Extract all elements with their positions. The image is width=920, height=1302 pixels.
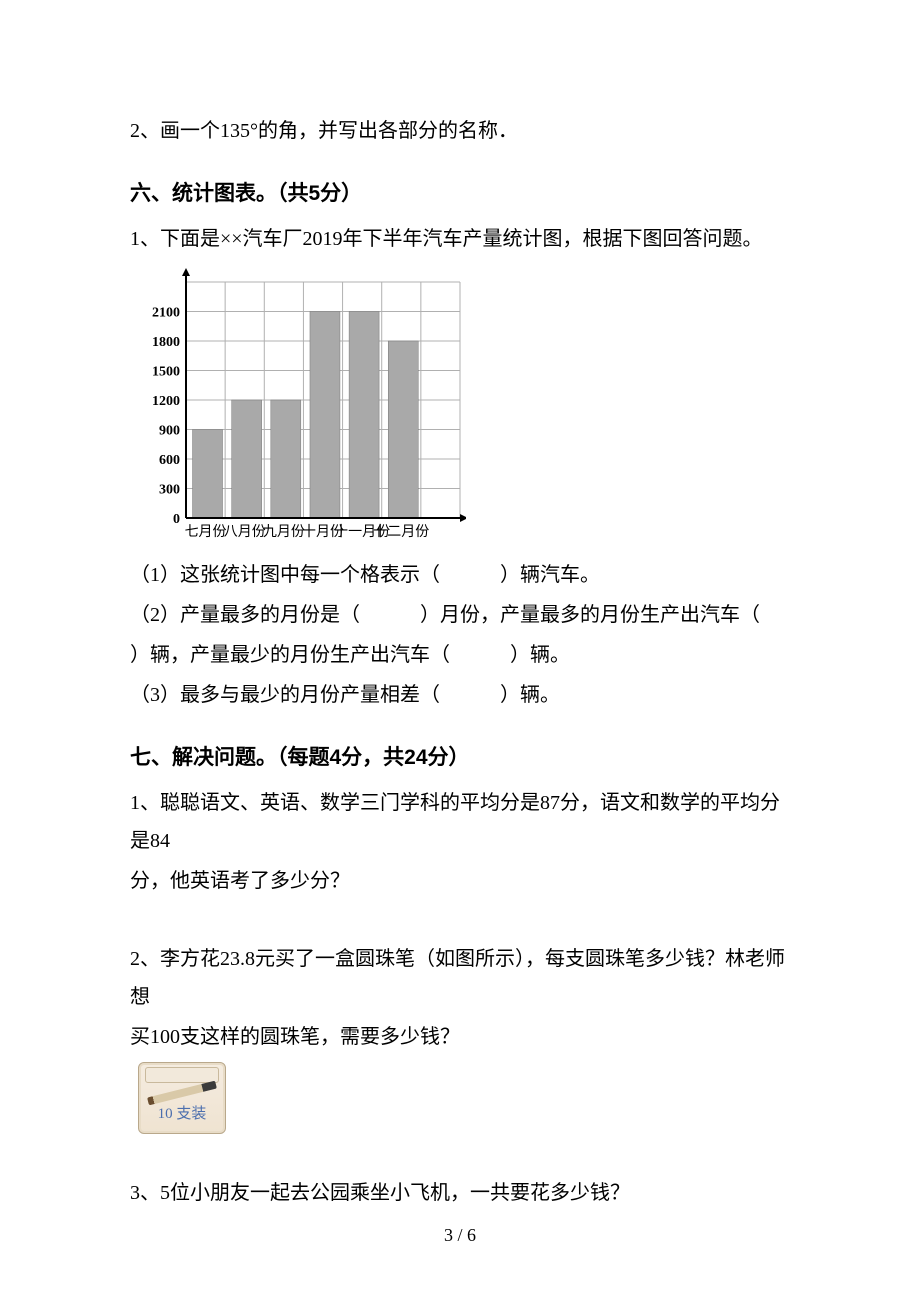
section-6-q1: （1）这张统计图中每一个格表示（ ）辆汽车。 bbox=[130, 556, 790, 594]
svg-text:2100: 2100 bbox=[152, 305, 180, 320]
svg-text:八月份: 八月份 bbox=[224, 524, 266, 540]
svg-text:十二月份: 十二月份 bbox=[373, 524, 429, 540]
section-7-q2-line2: 买100支这样的圆珠笔，需要多少钱？ bbox=[130, 1018, 790, 1056]
pen-box-flap bbox=[145, 1067, 219, 1083]
section-6-q2-line2: ）辆，产量最少的月份生产出汽车（ ）辆。 bbox=[130, 636, 790, 674]
svg-text:七月份: 七月份 bbox=[185, 524, 227, 540]
bar-chart: 03006009001200150018002100七月份八月份九月份十月份十一… bbox=[130, 268, 790, 548]
page: 2、画一个135°的角，并写出各部分的名称． 六、统计图表。（共5分） 1、下面… bbox=[0, 0, 920, 1302]
svg-text:900: 900 bbox=[159, 423, 180, 438]
pen-box-image: 10 支装 bbox=[138, 1062, 226, 1134]
svg-text:0: 0 bbox=[173, 512, 180, 527]
question-2-angle: 2、画一个135°的角，并写出各部分的名称． bbox=[130, 112, 790, 150]
svg-text:600: 600 bbox=[159, 453, 180, 468]
section-6-intro: 1、下面是××汽车厂2019年下半年汽车产量统计图，根据下图回答问题。 bbox=[130, 220, 790, 258]
section-6-q3: （3）最多与最少的月份产量相差（ ）辆。 bbox=[130, 676, 790, 714]
section-7-q1-line2: 分，他英语考了多少分？ bbox=[130, 862, 790, 900]
section-7-q1-line1: 1、聪聪语文、英语、数学三门学科的平均分是87分，语文和数学的平均分是84 bbox=[130, 784, 790, 860]
page-footer: 3 / 6 bbox=[0, 1218, 920, 1252]
section-6-title: 六、统计图表。（共5分） bbox=[130, 174, 790, 214]
svg-text:九月份: 九月份 bbox=[263, 524, 305, 540]
svg-text:300: 300 bbox=[159, 482, 180, 497]
svg-text:1800: 1800 bbox=[152, 335, 180, 350]
svg-text:1200: 1200 bbox=[152, 394, 180, 409]
svg-text:1500: 1500 bbox=[152, 364, 180, 379]
pen-box-label: 10 支装 bbox=[139, 1100, 225, 1129]
section-6-q2-line1: （2）产量最多的月份是（ ）月份，产量最多的月份生产出汽车（ bbox=[130, 596, 790, 634]
section-7-q2-line1: 2、李方花23.8元买了一盒圆珠笔（如图所示），每支圆珠笔多少钱？林老师想 bbox=[130, 940, 790, 1016]
section-7-title: 七、解决问题。（每题4分，共24分） bbox=[130, 738, 790, 778]
section-7-q3: 3、5位小朋友一起去公园乘坐小飞机，一共要花多少钱？ bbox=[130, 1174, 790, 1212]
